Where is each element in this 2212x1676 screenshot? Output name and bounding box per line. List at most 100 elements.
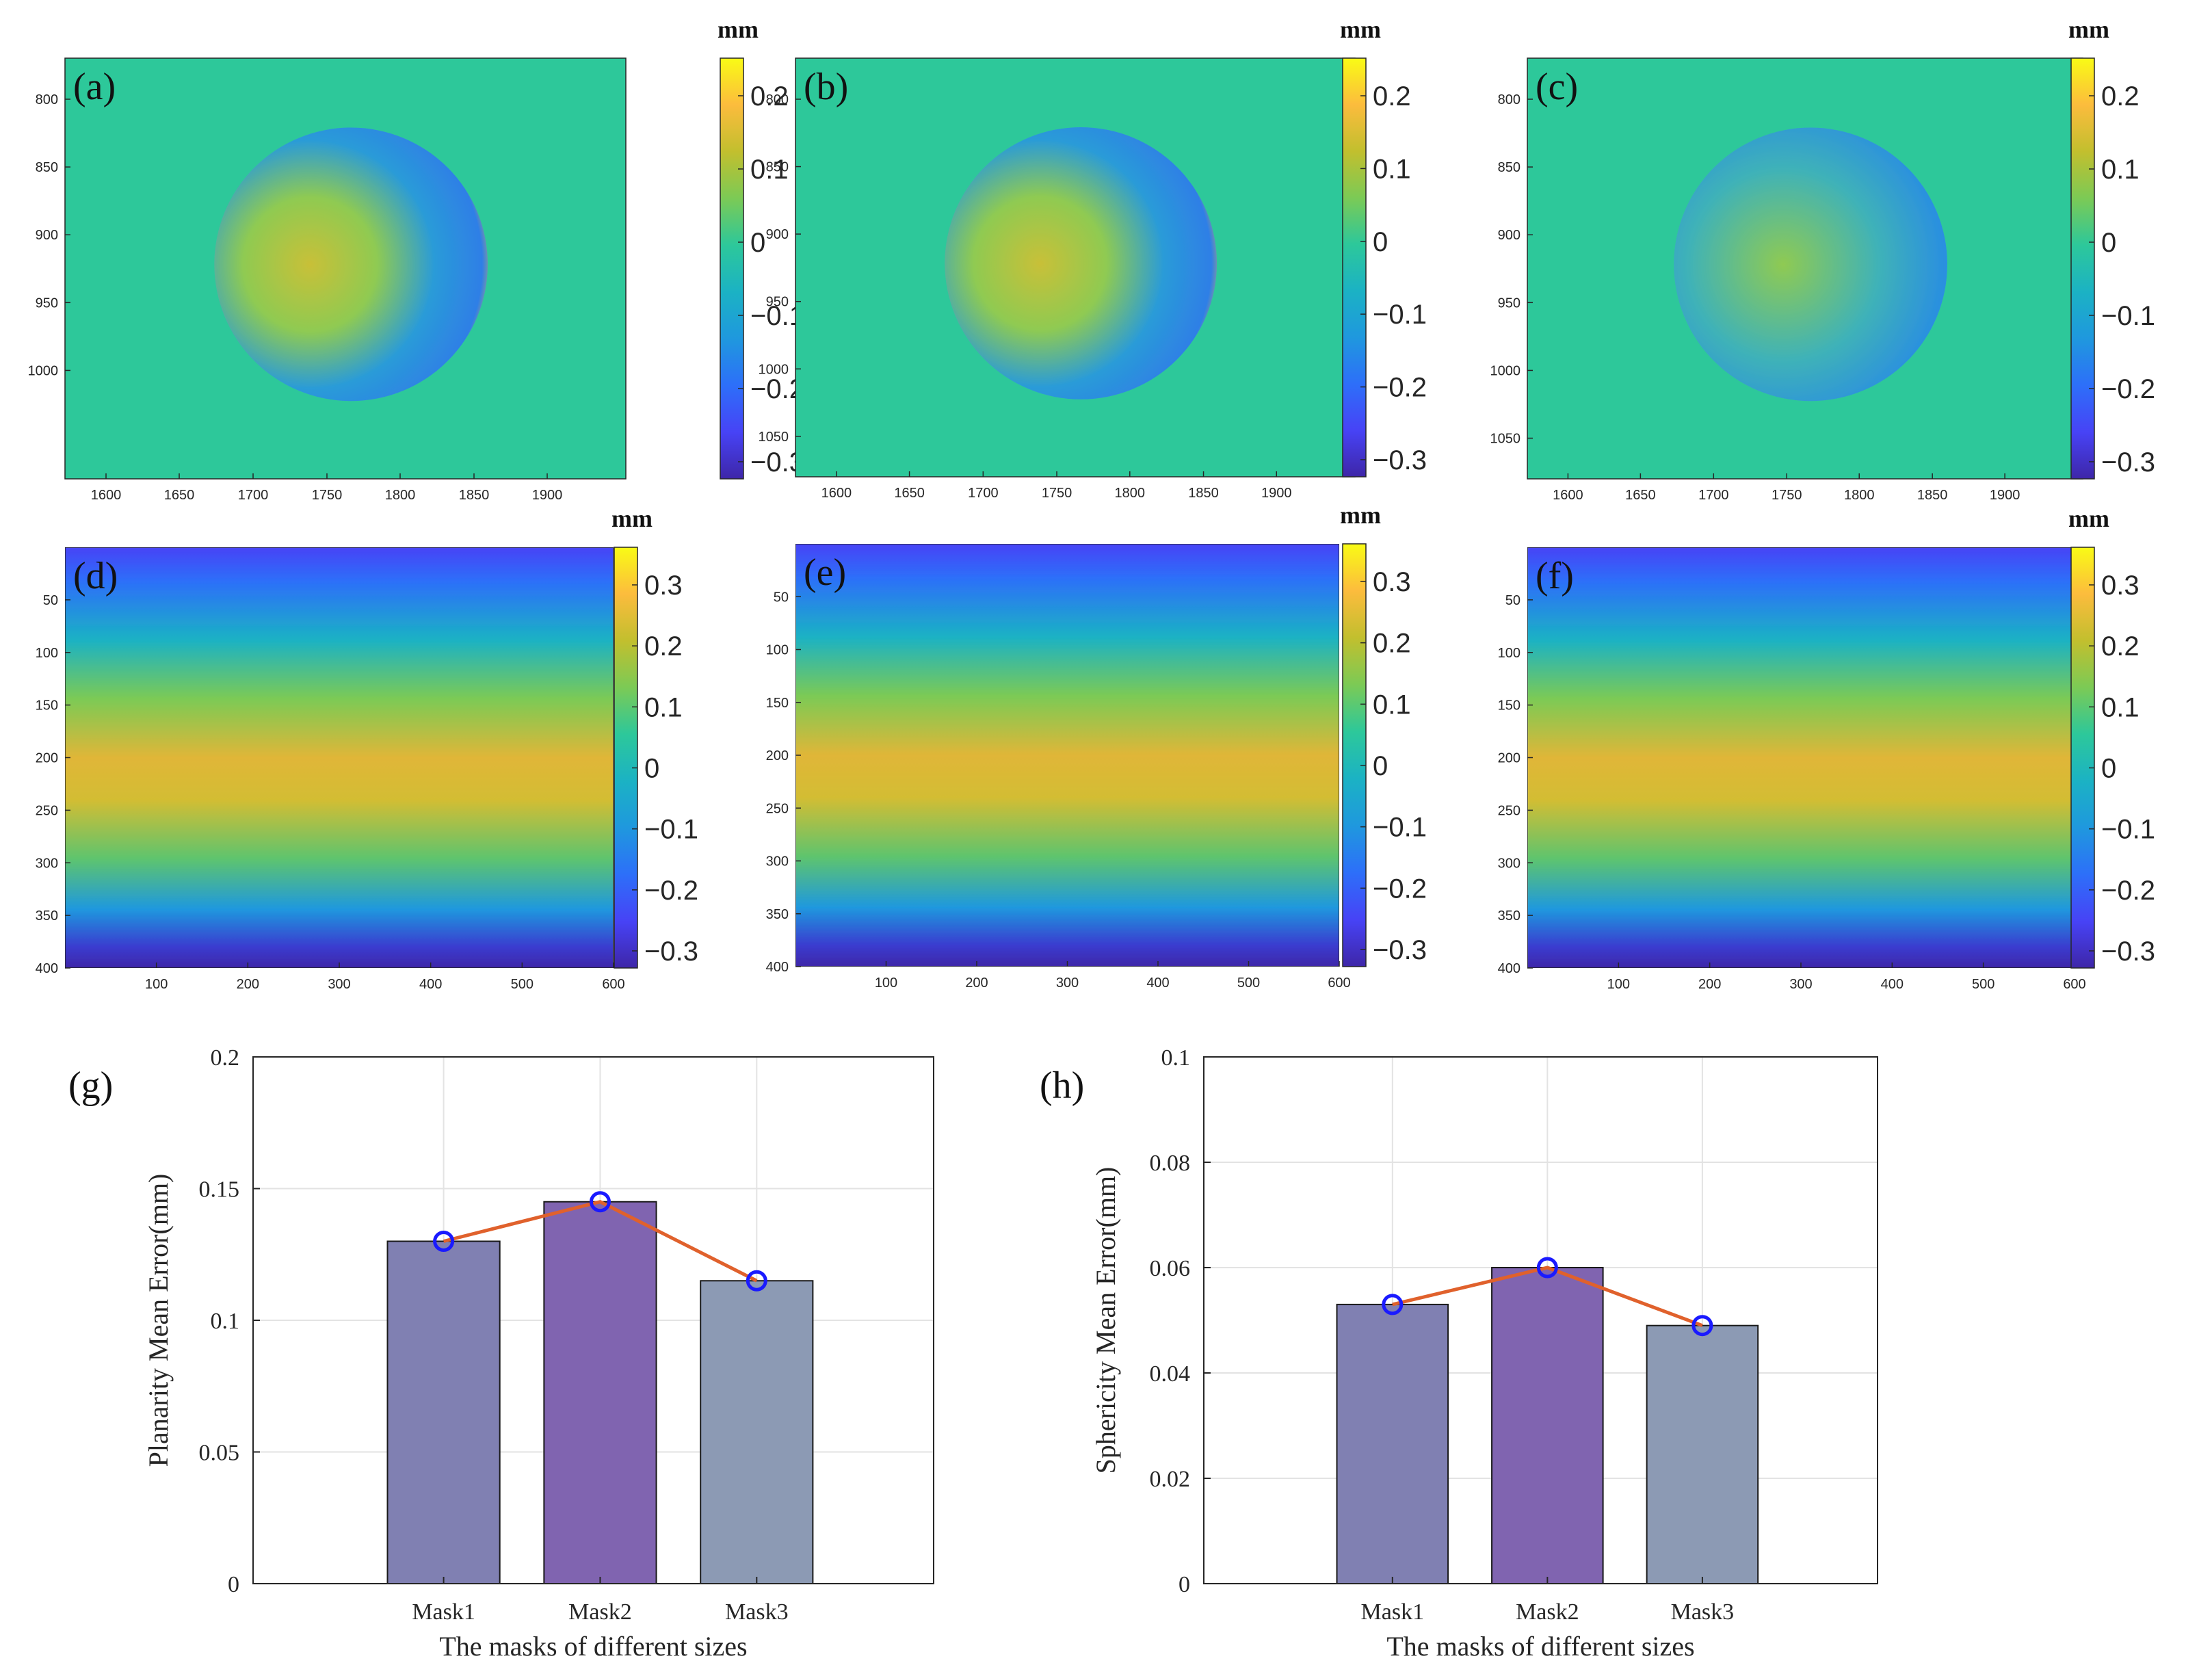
y-tick-label: 800: [766, 92, 789, 107]
colorbar-unit: mm: [1340, 501, 1381, 529]
y-tick-label: 850: [36, 160, 58, 175]
y-tick-label: 150: [36, 698, 58, 713]
y-tick-label: 950: [36, 296, 58, 311]
y-tick-label: 400: [1498, 961, 1520, 976]
x-tick-label: 1700: [1698, 488, 1729, 503]
colorbar-tick-label: 0: [750, 228, 765, 258]
y-tick-label: 0: [1179, 1572, 1190, 1597]
y-tick-label: 1000: [759, 362, 789, 377]
colorbar-tick-label: −0.3: [1373, 935, 1427, 965]
x-tick-label: 200: [1698, 977, 1721, 992]
colorbar-tick-label: 0.3: [2101, 571, 2139, 601]
colorbar-tick-label: −0.3: [2101, 937, 2155, 967]
x-tick-label: 300: [1056, 976, 1079, 991]
bar-charts: 0 0.05 0.1 0.15 0.2 Mask1 Mask2 Mask3 The masks …: [68, 1045, 1878, 1662]
x-tick-label: 1650: [894, 486, 925, 501]
trend-line: [443, 1200, 758, 1283]
data-marker: [746, 1270, 767, 1292]
x-tick-label: 200: [237, 977, 259, 992]
bar-mask2: [1491, 1267, 1604, 1584]
colorbar-tick-label: −0.3: [644, 937, 698, 967]
data-marker: [1382, 1294, 1404, 1315]
colorbar-tick-label: −0.2: [1373, 874, 1427, 904]
x-tick-label: Mask2: [1516, 1599, 1579, 1625]
y-tick-label: 100: [36, 646, 58, 661]
y-tick-label: 400: [36, 961, 58, 976]
colorbar-tick-label: 0.2: [2101, 631, 2139, 662]
x-axis-label: The masks of different sizes: [439, 1631, 747, 1662]
y-tick-label: 100: [766, 643, 789, 658]
colorbar: [1342, 57, 1367, 477]
y-tick-label: 0.1: [211, 1309, 240, 1334]
x-tick-label: 500: [1237, 976, 1260, 991]
bar-mask1: [386, 1240, 501, 1584]
data-marker: [433, 1231, 455, 1252]
map-panel-c: (c) 1600 1650 1700 1750 1800 1850 1900 800 850 900…: [1490, 16, 2155, 503]
colorbar-tick-label: 0.1: [644, 692, 683, 722]
y-tick-label: 300: [1498, 856, 1520, 871]
y-tick-label: 800: [1498, 92, 1520, 107]
colorbar-unit: mm: [2068, 16, 2109, 43]
axes-frame: [1203, 1056, 1878, 1584]
x-tick-label: 500: [1972, 977, 1994, 992]
colorbar-tick-label: 0.2: [2101, 81, 2139, 112]
colorbar-tick-label: −0.1: [2101, 815, 2155, 845]
x-tick-label: 200: [965, 976, 988, 991]
data-marker: [1536, 1257, 1558, 1279]
map-panel-b: (b) 1600 1650 1700 1750 1800 1850 1900 800 850 900…: [759, 16, 1427, 501]
y-axis-label: Planarity Mean Error(mm): [143, 1174, 174, 1467]
x-tick-label: Mask3: [725, 1599, 789, 1625]
x-tick-label: 1900: [1990, 488, 2020, 503]
y-tick-label: 1050: [1490, 432, 1521, 447]
x-tick-label: 1600: [821, 486, 852, 501]
y-tick-label: 250: [766, 801, 789, 816]
x-tick-label: 1750: [312, 488, 343, 503]
x-tick-label: 400: [419, 977, 442, 992]
x-tick-label: 1750: [1042, 486, 1072, 501]
y-tick-label: 950: [766, 295, 789, 310]
y-tick-label: 50: [43, 593, 58, 608]
colorbar-tick-label: 0: [1373, 227, 1388, 257]
panel-label: (d): [73, 555, 118, 597]
x-tick-label: 400: [1146, 976, 1169, 991]
colorbar-tick-label: 0.2: [644, 631, 683, 662]
colorbar-tick-label: −0.3: [2101, 447, 2155, 477]
colorbar-tick-label: 0.1: [1373, 154, 1411, 184]
colorbar: [2070, 57, 2095, 480]
sphere-error-disc: [1674, 127, 1947, 402]
colorbar: [614, 547, 638, 969]
x-tick-label: 1800: [1115, 486, 1146, 501]
y-tick-label: 50: [1505, 593, 1520, 608]
bar-mask1: [1336, 1303, 1449, 1585]
x-tick-label: 1750: [1772, 488, 1802, 503]
y-tick-label: 800: [36, 92, 58, 107]
x-tick-label: 300: [1789, 977, 1812, 992]
y-tick-label: 0.1: [1161, 1045, 1191, 1071]
colorbar-tick-label: 0.2: [1373, 629, 1411, 659]
x-tick-label: 500: [511, 977, 534, 992]
colorbar-tick-label: 0.1: [1373, 690, 1411, 720]
x-axis-label: The masks of different sizes: [1386, 1631, 1694, 1662]
panel-label: (c): [1536, 66, 1578, 108]
map-panel-a: (a) 1600 1650 1700 1750 1800 1850 1900 800 850 900…: [28, 16, 804, 503]
colorbar-tick-label: −0.1: [1373, 300, 1427, 330]
y-tick-label: 900: [1498, 228, 1520, 243]
y-tick-label: 200: [36, 751, 58, 766]
colorbar-tick-label: −0.2: [1373, 373, 1427, 403]
data-marker: [1691, 1315, 1713, 1337]
x-tick-label: 100: [145, 977, 168, 992]
y-tick-label: 250: [36, 803, 58, 818]
colorbar: [1342, 543, 1367, 967]
y-tick-label: 200: [766, 748, 789, 763]
colorbar-unit: mm: [611, 505, 653, 532]
y-tick-label: 250: [1498, 803, 1520, 818]
plane-error-map: [64, 547, 614, 969]
x-tick-label: 1850: [1917, 488, 1948, 503]
colorbar-tick-label: 0: [2101, 228, 2116, 258]
y-tick-label: 900: [766, 227, 789, 242]
colorbar-tick-label: −0.1: [2101, 301, 2155, 331]
x-tick-label: Mask1: [412, 1599, 475, 1625]
y-tick-label: 300: [36, 856, 58, 871]
y-tick-label: 850: [1498, 160, 1520, 175]
